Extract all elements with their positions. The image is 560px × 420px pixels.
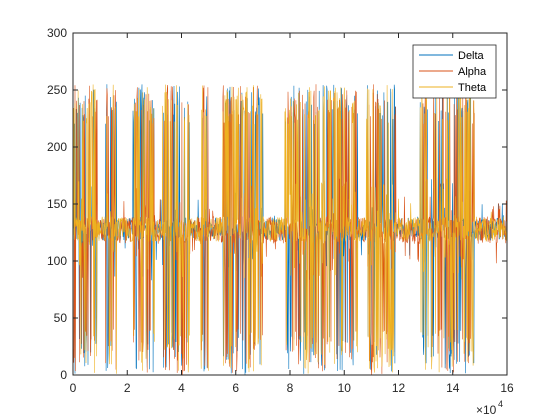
x-tick-label: 8 xyxy=(287,381,294,395)
series-line-theta xyxy=(72,84,508,374)
y-tick-label: 150 xyxy=(47,197,67,211)
x-tick-label: 2 xyxy=(124,381,131,395)
series-line-alpha xyxy=(72,84,508,375)
x-tick-label: 16 xyxy=(500,381,514,395)
legend-label: Alpha xyxy=(458,66,487,78)
x-tick-label: 4 xyxy=(178,381,185,395)
y-axis: 0 50 100 150 200 250 300 xyxy=(47,26,507,382)
y-tick-label: 300 xyxy=(47,26,67,40)
y-tick-label: 100 xyxy=(47,254,67,268)
y-tick-label: 50 xyxy=(54,311,68,325)
legend: Delta Alpha Theta xyxy=(412,44,497,99)
x-exponent-label: ×10 4 xyxy=(476,399,503,417)
x-exponent-base: ×10 xyxy=(476,403,497,417)
x-tick-label: 6 xyxy=(232,381,239,395)
y-tick-label: 250 xyxy=(47,83,67,97)
series-traces xyxy=(72,84,508,376)
x-tick-label: 14 xyxy=(446,381,460,395)
x-tick-label: 12 xyxy=(392,381,406,395)
legend-label: Theta xyxy=(458,82,487,94)
y-tick-label: 200 xyxy=(47,140,67,154)
x-tick-label: 0 xyxy=(70,381,77,395)
x-exponent-power: 4 xyxy=(498,399,503,409)
legend-label: Delta xyxy=(458,50,485,62)
x-axis: 0 2 4 6 8 10 12 14 16 xyxy=(70,33,514,395)
y-tick-label: 0 xyxy=(60,368,67,382)
x-tick-label: 10 xyxy=(338,381,352,395)
